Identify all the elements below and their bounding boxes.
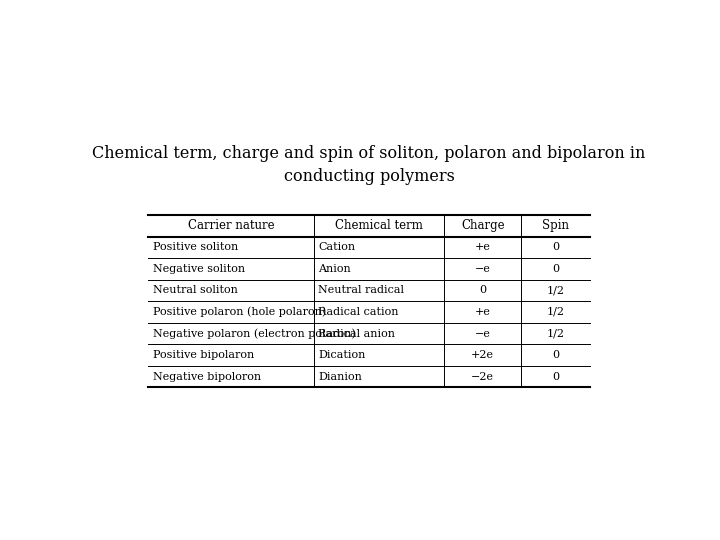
- Text: Negative soliton: Negative soliton: [153, 264, 245, 274]
- Text: +e: +e: [474, 307, 491, 317]
- Text: −e: −e: [474, 328, 491, 339]
- Text: −2e: −2e: [472, 372, 494, 382]
- Text: Negative bipoloron: Negative bipoloron: [153, 372, 261, 382]
- Text: Chemical term: Chemical term: [335, 219, 423, 232]
- Text: 1/2: 1/2: [546, 286, 564, 295]
- Text: Neutral radical: Neutral radical: [318, 286, 405, 295]
- Text: Negative polaron (electron polaron): Negative polaron (electron polaron): [153, 328, 356, 339]
- Text: Dication: Dication: [318, 350, 366, 360]
- Text: Positive polaron (hole polaron): Positive polaron (hole polaron): [153, 307, 326, 318]
- Text: Spin: Spin: [542, 219, 569, 232]
- Text: 0: 0: [552, 350, 559, 360]
- Text: Radical cation: Radical cation: [318, 307, 399, 317]
- Text: 0: 0: [480, 286, 486, 295]
- Text: 0: 0: [552, 264, 559, 274]
- Text: +2e: +2e: [472, 350, 494, 360]
- Text: Carrier nature: Carrier nature: [188, 219, 274, 232]
- Text: Radical anion: Radical anion: [318, 328, 395, 339]
- Text: +e: +e: [474, 242, 491, 252]
- Text: Anion: Anion: [318, 264, 351, 274]
- Text: 1/2: 1/2: [546, 328, 564, 339]
- Text: Chemical term, charge and spin of soliton, polaron and bipolaron in
conducting p: Chemical term, charge and spin of solito…: [92, 145, 646, 185]
- Text: 1/2: 1/2: [546, 307, 564, 317]
- Text: Positive bipolaron: Positive bipolaron: [153, 350, 254, 360]
- Text: 0: 0: [552, 242, 559, 252]
- Text: Positive soliton: Positive soliton: [153, 242, 238, 252]
- Text: −e: −e: [474, 264, 491, 274]
- Text: Dianion: Dianion: [318, 372, 362, 382]
- Text: Charge: Charge: [461, 219, 505, 232]
- Text: Neutral soliton: Neutral soliton: [153, 286, 238, 295]
- Text: 0: 0: [552, 372, 559, 382]
- Text: Cation: Cation: [318, 242, 356, 252]
